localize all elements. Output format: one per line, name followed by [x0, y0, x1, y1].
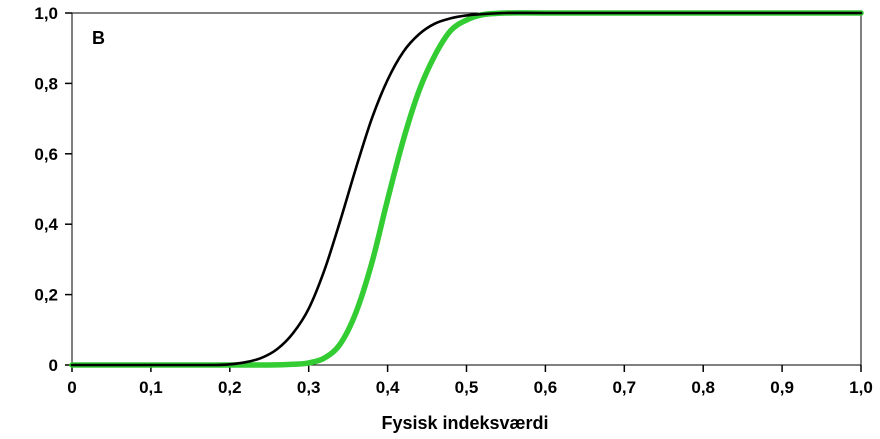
- series-layer: [69, 10, 864, 368]
- x-tick-label: 0,2: [218, 378, 242, 397]
- series-line-green: [69, 10, 864, 368]
- y-axis: 0 0,2 0,4 0,6 0,8 1,0: [34, 4, 72, 375]
- x-tick-label: 0: [67, 378, 76, 397]
- x-tick-label: 1,0: [849, 378, 873, 397]
- x-tick-label: 0,6: [534, 378, 558, 397]
- x-axis-title: Fysisk indeksværdi: [381, 413, 548, 433]
- y-tick-label: 0: [49, 356, 58, 375]
- y-tick-label: 1,0: [34, 4, 58, 23]
- y-tick-label: 0,4: [34, 215, 58, 234]
- plot-border: [71, 12, 862, 366]
- x-tick-label: 0,1: [139, 378, 163, 397]
- x-tick-label: 0,4: [376, 378, 400, 397]
- x-tick-label: 0,9: [770, 378, 794, 397]
- x-tick-label: 0,8: [691, 378, 715, 397]
- x-axis: 0 0,1 0,2 0,3 0,4 0,5 0,6 0,7 0,8 0,9 1,0: [67, 365, 873, 397]
- plot-frame: [70, 12, 862, 366]
- series-line-black: [70, 11, 863, 367]
- panel-label: B: [92, 28, 105, 48]
- x-tick-label: 0,7: [612, 378, 636, 397]
- x-tick-label: 0,3: [297, 378, 321, 397]
- x-tick-label: 0,5: [455, 378, 479, 397]
- y-tick-label: 0,8: [34, 74, 58, 93]
- y-tick-label: 0,6: [34, 145, 58, 164]
- y-tick-label: 0,2: [34, 286, 58, 305]
